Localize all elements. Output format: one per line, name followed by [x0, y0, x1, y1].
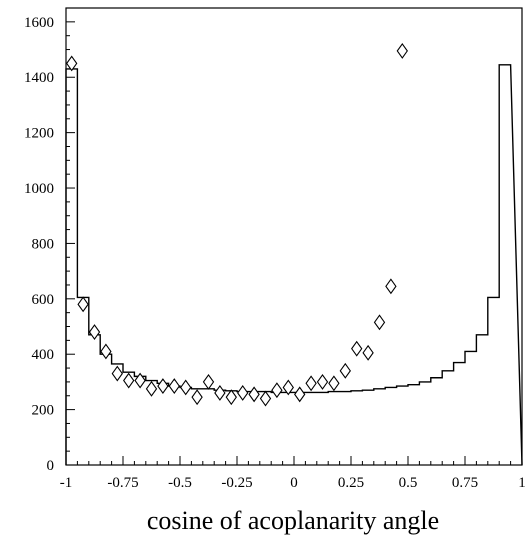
y-tick-label: 800 [32, 236, 55, 252]
data-point-diamond [123, 372, 135, 389]
x-tick-label: 0.5 [399, 475, 418, 491]
data-point-diamond [191, 389, 203, 406]
x-axis-label: cosine of acoplanarity angle [147, 506, 439, 535]
y-axis: 0 200 400 600 800 1000 1200 1400 1600 [24, 15, 75, 474]
data-point-diamond [328, 375, 340, 392]
data-point-diamond [225, 389, 237, 406]
x-tick-label: -0.75 [107, 475, 138, 491]
data-point-diamond [385, 278, 397, 295]
y-tick-label: 200 [32, 403, 55, 419]
x-tick-label: 1 [518, 475, 526, 491]
y-tick-label: 600 [32, 292, 55, 308]
data-point-diamond [214, 385, 226, 401]
data-point-diamond [282, 379, 294, 396]
data-point-diamond [237, 385, 249, 401]
data-point-diamond [248, 386, 260, 403]
data-point-diamond [305, 375, 317, 392]
data-point-diamond [88, 324, 101, 341]
plot-area [65, 7, 523, 466]
y-tick-label: 1600 [24, 15, 54, 31]
data-point-diamond [111, 365, 123, 382]
data-point-diamond [396, 42, 408, 59]
y-tick-label: 400 [32, 347, 55, 363]
data-point-diamond [316, 373, 329, 390]
data-point-diamond [271, 382, 283, 399]
histogram-line [65, 64, 523, 466]
data-point-diamond [202, 373, 215, 390]
x-tick-label: -0.5 [168, 475, 192, 491]
data-point-diamond [134, 372, 146, 389]
data-point-diamond [362, 344, 374, 361]
x-tick-label: 0.75 [452, 475, 478, 491]
x-tick-label: -0.25 [221, 475, 252, 491]
data-point-diamond [145, 380, 158, 397]
x-tick-label: 0.25 [338, 475, 364, 491]
data-point-diamond [373, 314, 386, 331]
x-tick-label: 0 [290, 475, 298, 491]
x-axis: -1 -0.75 -0.5 -0.25 0 0.25 0.5 0.75 1 [60, 456, 526, 491]
data-points-series [66, 42, 408, 407]
data-point-diamond [351, 340, 363, 357]
data-point-diamond [294, 386, 306, 403]
data-point-diamond [259, 390, 272, 407]
data-point-diamond [339, 362, 351, 379]
data-point-diamond [157, 378, 169, 395]
y-tick-label: 1000 [24, 181, 54, 197]
data-point-diamond [66, 55, 78, 72]
histogram-series [65, 64, 523, 466]
data-point-diamond [180, 379, 192, 396]
plot-frame [65, 7, 523, 466]
x-tick-label: -1 [60, 475, 73, 491]
data-point-diamond [100, 343, 112, 360]
y-tick-label: 0 [47, 458, 55, 474]
data-point-diamond [168, 378, 180, 395]
y-tick-label: 1200 [24, 126, 54, 142]
y-tick-label: 1400 [24, 70, 54, 86]
data-point-diamond [77, 296, 89, 313]
